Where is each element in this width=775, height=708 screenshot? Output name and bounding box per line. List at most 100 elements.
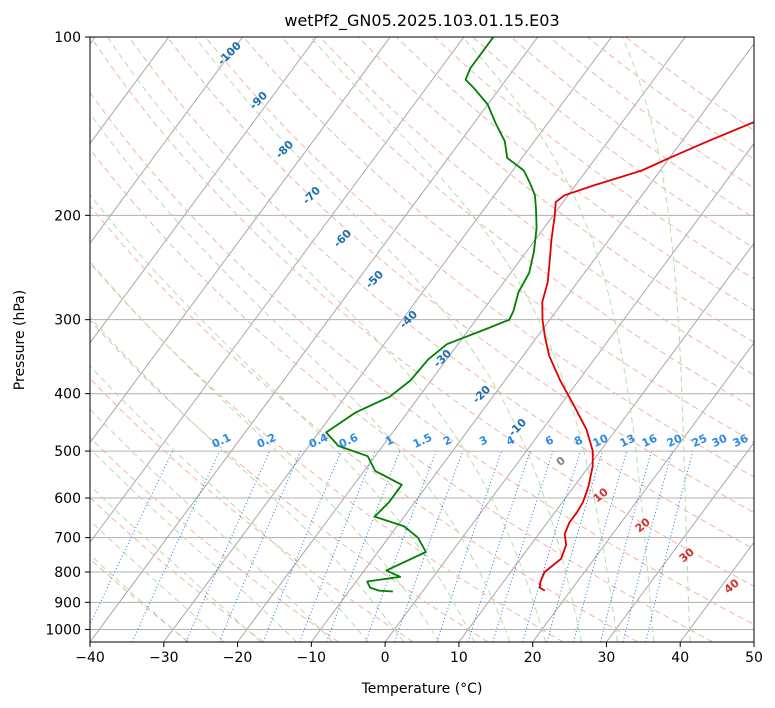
mixing-ratio-line — [299, 450, 376, 642]
mixing-ratio-line — [622, 450, 673, 642]
mixing-ratio-label: 30 — [710, 432, 730, 450]
dry-adiabat-line — [128, 37, 754, 550]
mixing-ratio-line — [394, 450, 464, 642]
moist-adiabat-line — [90, 194, 475, 642]
dry-adiabat-line — [90, 37, 754, 587]
mixing-ratio-label: 0.1 — [210, 431, 233, 451]
background-lines — [90, 37, 754, 642]
mixing-ratio-line — [573, 450, 628, 642]
x-tick-label: −20 — [223, 650, 253, 666]
isotherm-line — [384, 142, 754, 642]
moist-adiabat-line — [90, 316, 405, 642]
mixing-ratio-label: 8 — [572, 433, 584, 448]
mixing-ratio-line — [436, 450, 503, 642]
isotherm-label: -100 — [215, 39, 244, 68]
moist-adiabat-line — [90, 447, 297, 642]
y-tick-label: 400 — [54, 387, 81, 403]
isotherm-label: -70 — [300, 184, 323, 207]
mixing-ratio-line — [218, 450, 302, 642]
mixing-ratio-line — [546, 450, 603, 642]
dry-adiabat-line — [319, 37, 754, 376]
x-tick-label: 0 — [381, 650, 390, 666]
isotherm-line — [90, 37, 243, 245]
moist-adiabat-line — [194, 37, 582, 642]
dry-adiabat-line — [90, 496, 265, 642]
mixing-ratio-line — [325, 450, 401, 642]
mixing-ratio-line — [467, 450, 531, 642]
mixing-ratio-line — [90, 450, 174, 626]
y-tick-label: 600 — [54, 491, 81, 507]
mixing-ratio-label: 36 — [731, 432, 751, 450]
mixing-ratio-label: 6 — [543, 433, 556, 448]
moist-adiabat-line — [90, 484, 261, 642]
mixing-ratio-label: 3 — [477, 433, 489, 448]
mixing-ratio-line — [185, 450, 271, 642]
y-tick-label: 500 — [54, 444, 81, 460]
mixing-ratio-line — [262, 450, 342, 642]
isotherm-label: -20 — [470, 383, 493, 406]
y-tick-label: 800 — [54, 565, 81, 581]
isotherm-line — [679, 541, 754, 642]
plot-frame — [89, 36, 755, 643]
isotherm-line — [532, 342, 754, 642]
y-tick-label: 200 — [54, 208, 81, 224]
isotherm-line — [90, 37, 391, 444]
isotherm-label: -60 — [331, 227, 354, 250]
x-axis-label: Temperature (°C) — [361, 681, 483, 697]
mixing-ratio-line — [600, 450, 652, 642]
dry-adiabat-line — [396, 37, 754, 311]
dry-adiabat-line — [166, 37, 754, 514]
x-tick-label: 10 — [450, 650, 468, 666]
x-tick-label: 30 — [598, 650, 616, 666]
dry-adiabat-line — [90, 262, 564, 642]
moist-adiabat-line — [90, 553, 188, 642]
mixing-ratio-label: 20 — [665, 432, 685, 450]
mixing-ratio-line — [131, 450, 221, 642]
dewpoint-profile — [325, 37, 538, 593]
isotherm-label: -40 — [397, 308, 420, 331]
moist-adiabat-label: 40 — [722, 576, 742, 596]
mixing-ratio-label: 1.5 — [411, 431, 434, 451]
dry-adiabat-line — [90, 377, 414, 642]
dry-adiabat-line — [625, 37, 754, 131]
dry-adiabat-line — [357, 37, 754, 343]
dry-adiabat-line — [90, 319, 489, 642]
x-tick-label: −10 — [297, 650, 327, 666]
dry-adiabat-line — [90, 148, 713, 642]
isotherm-line — [458, 242, 754, 642]
temperature-profile — [538, 121, 754, 592]
y-tick-label: 900 — [54, 595, 81, 611]
mixing-ratio-label: 25 — [690, 432, 709, 450]
x-axis-ticks: −40 −30 −20 −10 0 10 20 30 40 50 — [75, 642, 763, 666]
mixing-ratio-label: 13 — [618, 432, 637, 450]
y-axis-label: Pressure (hPa) — [12, 290, 28, 390]
isotherm-line — [90, 37, 317, 344]
mixing-ratio-line — [522, 450, 581, 642]
moist-adiabat-line — [462, 37, 655, 642]
dry-adiabat-line — [510, 37, 754, 219]
isotherm-label: -30 — [431, 347, 454, 370]
mixing-ratio-label: 0.6 — [337, 431, 360, 451]
x-tick-label: −30 — [149, 650, 179, 666]
isotherm-line — [90, 37, 170, 145]
moist-adiabat-line — [90, 112, 511, 642]
moist-adiabat-line — [621, 37, 691, 642]
mixing-ratio-label: 10 — [591, 432, 611, 450]
moist-adiabat-label: 0 — [554, 454, 568, 469]
dry-adiabat-line — [90, 91, 754, 626]
x-tick-label: 40 — [671, 650, 689, 666]
isotherm-label: -50 — [363, 268, 386, 291]
isotherm-line — [90, 37, 539, 642]
moist-adiabat-line — [90, 365, 369, 642]
mixing-ratio-line — [492, 450, 554, 642]
y-tick-label: 300 — [54, 313, 81, 329]
dry-adiabat-line — [281, 37, 754, 409]
moist-adiabat-line — [90, 519, 225, 642]
dry-adiabat-line — [434, 37, 754, 280]
dry-adiabat-line — [90, 204, 639, 642]
dry-adiabat-line — [90, 436, 339, 642]
x-tick-label: 50 — [745, 650, 763, 666]
chart-title: wetPf2_GN05.2025.103.01.15.E03 — [284, 11, 559, 31]
moist-adiabat-line — [90, 260, 440, 642]
